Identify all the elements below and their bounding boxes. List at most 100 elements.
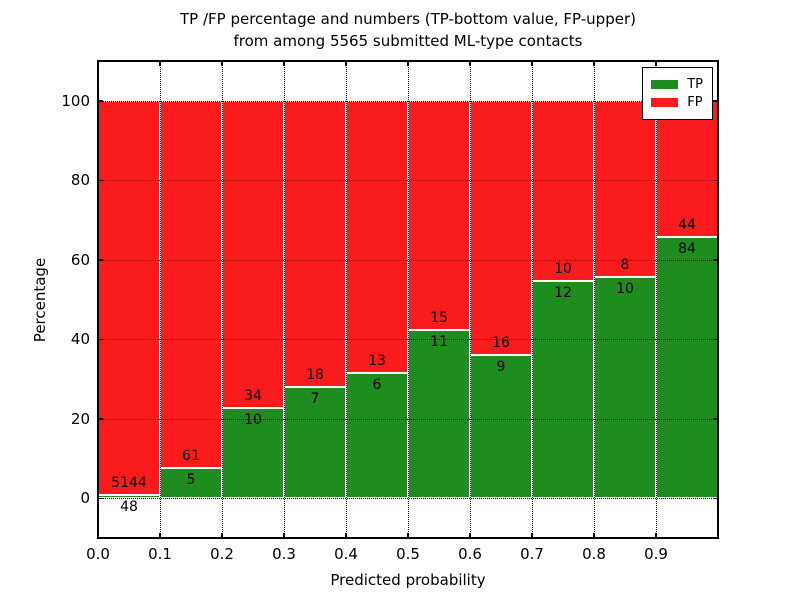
tp-count-label: 48 bbox=[120, 498, 138, 515]
x-tick-mark bbox=[717, 61, 719, 66]
y-tick-mark bbox=[713, 497, 718, 499]
y-tick-mark bbox=[713, 338, 718, 340]
x-tick-mark bbox=[221, 533, 223, 538]
tp-bar-segment bbox=[532, 281, 594, 499]
y-tick-mark bbox=[98, 100, 103, 102]
chart-title-line2: from among 5565 submitted ML-type contac… bbox=[233, 32, 583, 50]
tp-bar-segment bbox=[470, 355, 532, 499]
x-tick-label: 0.8 bbox=[582, 545, 606, 563]
tp-count-label: 12 bbox=[554, 285, 572, 302]
y-tick-mark bbox=[98, 338, 103, 340]
x-tick-mark bbox=[593, 533, 595, 538]
y-tick-label: 20 bbox=[70, 409, 90, 428]
fp-count-label: 10 bbox=[554, 261, 572, 278]
x-tick-mark bbox=[159, 533, 161, 538]
vertical-gridline bbox=[656, 61, 657, 538]
y-tick-mark bbox=[713, 179, 718, 181]
grid-layer bbox=[98, 61, 718, 538]
tp-bar-segment bbox=[594, 277, 656, 499]
y-tick-mark bbox=[98, 418, 103, 420]
tp-bar-segment bbox=[656, 237, 718, 499]
y-tick-label: 80 bbox=[70, 171, 90, 190]
tp-bar-segment bbox=[284, 386, 346, 499]
vertical-gridline bbox=[346, 61, 347, 538]
x-tick-mark bbox=[469, 61, 471, 66]
x-tick-mark bbox=[655, 533, 657, 538]
legend-entry: TP bbox=[651, 77, 703, 92]
fp-bar-segment bbox=[284, 100, 346, 387]
x-tick-label: 0.1 bbox=[148, 545, 172, 563]
y-tick-mark bbox=[713, 259, 718, 261]
x-tick-mark bbox=[345, 61, 347, 66]
vertical-gridline bbox=[222, 61, 223, 538]
fp-bar-segment bbox=[222, 100, 284, 408]
fp-bar-segment bbox=[470, 100, 532, 356]
x-tick-label: 0.3 bbox=[272, 545, 296, 563]
y-tick-mark bbox=[713, 100, 718, 102]
y-tick-mark bbox=[98, 179, 103, 181]
x-tick-mark bbox=[407, 61, 409, 66]
legend-label: FP bbox=[687, 95, 703, 110]
x-tick-label: 0.6 bbox=[458, 545, 482, 563]
y-tick-mark bbox=[713, 418, 718, 420]
fp-count-label: 61 bbox=[182, 448, 200, 465]
x-tick-mark bbox=[469, 533, 471, 538]
fp-bar-segment bbox=[656, 100, 718, 238]
x-tick-mark bbox=[283, 61, 285, 66]
x-tick-label: 0.5 bbox=[396, 545, 420, 563]
y-tick-label: 40 bbox=[70, 330, 90, 349]
tp-count-label: 5 bbox=[186, 472, 196, 489]
chart-title-line1: TP /FP percentage and numbers (TP-bottom… bbox=[180, 10, 636, 28]
fp-bar-segment bbox=[408, 100, 470, 331]
vertical-gridline bbox=[160, 61, 161, 538]
fp-bar-segment bbox=[98, 100, 160, 495]
legend-entry: FP bbox=[651, 95, 703, 110]
x-tick-mark bbox=[159, 61, 161, 66]
legend: TP FP bbox=[642, 67, 713, 120]
tp-bar-segment bbox=[408, 330, 470, 499]
x-tick-mark bbox=[593, 61, 595, 66]
fp-count-label: 16 bbox=[492, 335, 510, 352]
fp-legend-swatch bbox=[651, 98, 679, 107]
vertical-gridline bbox=[408, 61, 409, 538]
fp-count-label: 15 bbox=[430, 310, 448, 327]
x-tick-label: 0.2 bbox=[210, 545, 234, 563]
fp-bar-segment bbox=[346, 100, 408, 373]
fp-count-label: 44 bbox=[678, 217, 696, 234]
tp-count-label: 9 bbox=[496, 359, 506, 376]
chart-title: TP /FP percentage and numbers (TP-bottom… bbox=[98, 8, 718, 52]
y-tick-mark bbox=[98, 259, 103, 261]
tp-count-label: 10 bbox=[616, 281, 634, 298]
x-tick-mark bbox=[655, 61, 657, 66]
x-tick-mark bbox=[345, 533, 347, 538]
x-tick-mark bbox=[97, 61, 99, 66]
y-tick-mark bbox=[98, 497, 103, 499]
x-tick-mark bbox=[283, 533, 285, 538]
x-tick-mark bbox=[531, 533, 533, 538]
vertical-gridline bbox=[284, 61, 285, 538]
tp-bar-segment bbox=[222, 407, 284, 499]
x-tick-mark bbox=[97, 533, 99, 538]
x-axis-label: Predicted probability bbox=[330, 571, 486, 589]
y-tick-label: 0 bbox=[80, 489, 90, 508]
x-tick-label: 0.4 bbox=[334, 545, 358, 563]
tp-count-label: 6 bbox=[372, 376, 382, 393]
tp-count-label: 10 bbox=[244, 411, 262, 428]
bars-layer bbox=[98, 61, 718, 538]
fp-count-label: 18 bbox=[306, 366, 324, 383]
x-tick-mark bbox=[221, 61, 223, 66]
y-tick-label: 60 bbox=[70, 250, 90, 269]
x-tick-label: 0.0 bbox=[86, 545, 110, 563]
bar-labels-layer: 5144 48 61 5 34 10 18 7 13 6 15 11 16 9 10 12 8 10 44 84 bbox=[98, 61, 718, 538]
fp-count-label: 5144 bbox=[111, 474, 147, 491]
x-tick-label: 0.7 bbox=[520, 545, 544, 563]
vertical-gridline bbox=[532, 61, 533, 538]
fp-count-label: 8 bbox=[620, 257, 630, 274]
vertical-gridline bbox=[594, 61, 595, 538]
fp-bar-segment bbox=[532, 100, 594, 282]
x-tick-mark bbox=[717, 533, 719, 538]
y-tick-label: 100 bbox=[61, 91, 90, 110]
tp-count-label: 84 bbox=[678, 241, 696, 258]
vertical-gridline bbox=[470, 61, 471, 538]
